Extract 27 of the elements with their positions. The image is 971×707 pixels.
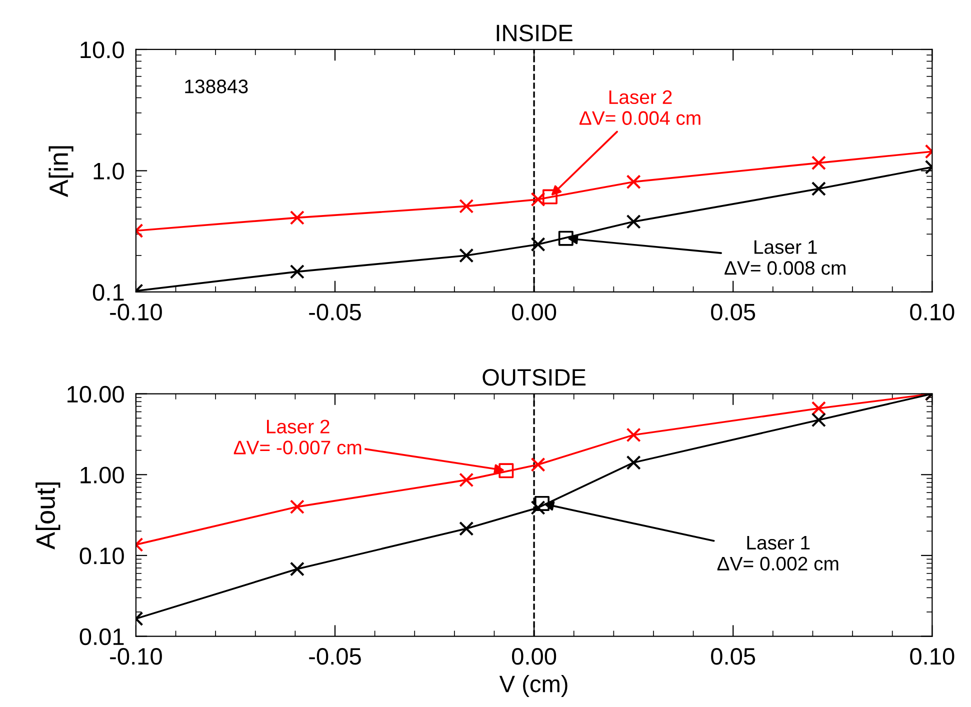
y-tick-label: 0.1	[92, 284, 124, 301]
x-tick-label: -0.05	[309, 304, 361, 320]
x-tick-label: 0.00	[512, 648, 556, 665]
x-tick-label: 0.10	[910, 304, 954, 320]
x-tick-label: 0.10	[910, 648, 954, 665]
x-tick-label: -0.10	[110, 648, 162, 665]
y-axis-title: A[in]	[48, 146, 74, 198]
x-axis-title: V (cm)	[499, 674, 568, 697]
y-tick-label: 0.10	[80, 548, 124, 564]
annotation: Laser 2 ΔV= 0.004 cm	[579, 90, 700, 125]
annotation: Laser 1 ΔV= 0.002 cm	[717, 536, 838, 571]
y-tick-label: 1.0	[94, 162, 124, 180]
annotation: Laser 1 ΔV= 0.008 cm	[724, 240, 846, 275]
chart-title: OUTSIDE	[482, 368, 586, 386]
y-tick-label: 1.00	[80, 466, 124, 484]
y-tick-label: 10.0	[80, 42, 124, 58]
x-tick-label: 0.00	[512, 304, 556, 320]
x-tick-label: 0.05	[711, 648, 756, 665]
annotation: 138843	[185, 80, 248, 94]
x-tick-label: -0.05	[309, 648, 361, 665]
x-tick-label: 0.05	[711, 304, 756, 320]
chart-title: INSIDE	[496, 24, 572, 42]
x-tick-label: -0.10	[110, 304, 162, 320]
y-tick-label: 10.00	[68, 386, 124, 403]
y-axis-title: A[out]	[36, 482, 60, 550]
annotation: Laser 2 ΔV= -0.007 cm	[234, 420, 362, 454]
y-tick-label: 0.01	[80, 628, 124, 646]
